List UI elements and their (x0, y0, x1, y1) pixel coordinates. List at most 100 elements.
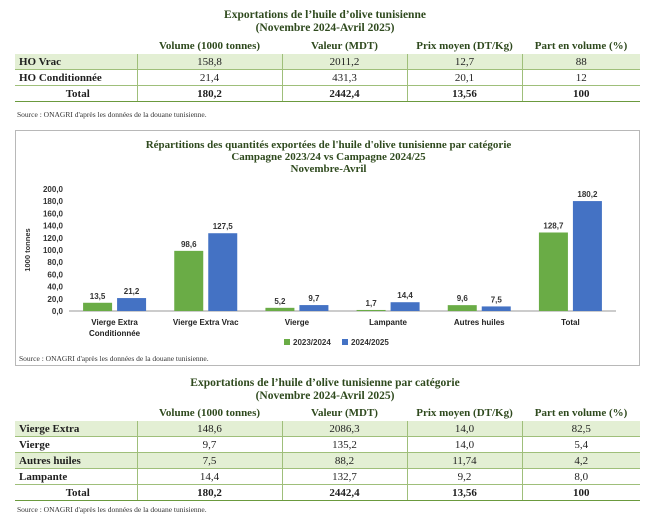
data-label: 98,6 (181, 240, 197, 249)
table-header-row: Volume (1000 tonnes) Valeur (MDT) Prix moy… (15, 405, 640, 421)
row-label: HO Conditionnée (15, 69, 138, 86)
y-tick-label: 40,0 (47, 283, 63, 292)
legend-label: 2023/2024 (293, 338, 331, 347)
x-tick-label: Lampante (369, 318, 407, 327)
total-cell: 100 (522, 484, 640, 501)
total-row: Total 180,2 2442,4 13,56 100 (15, 85, 640, 102)
y-tick-label: 200,0 (43, 185, 64, 194)
bar-2024/2025 (208, 233, 238, 311)
legend-swatch (342, 339, 348, 345)
total-cell: 180,2 (137, 85, 283, 102)
data-label: 13,5 (90, 292, 106, 301)
data-label: 9,7 (308, 294, 320, 303)
table-cell: 11,74 (407, 452, 523, 469)
y-axis-label: 1000 tonnes (23, 228, 32, 271)
table-row: HO Vrac 158,8 2011,2 12,7 88 (15, 54, 640, 70)
table-cell: 14,4 (137, 468, 283, 485)
table-cell: 14,0 (407, 421, 523, 437)
column-header (15, 38, 137, 54)
total-cell: 180,2 (137, 484, 283, 501)
x-tick-label: Vierge Extra (91, 318, 138, 327)
table-cell: 132,7 (282, 468, 408, 485)
y-tick-label: 20,0 (47, 295, 63, 304)
y-tick-label: 180,0 (43, 197, 64, 206)
bar-2024/2025 (572, 201, 602, 311)
x-tick-label: Vierge Extra Vrac (173, 318, 239, 327)
table-cell: 9,7 (137, 436, 283, 453)
total-cell: 13,56 (407, 484, 523, 501)
data-label: 9,6 (457, 294, 469, 303)
bar-2023/2024 (447, 305, 477, 311)
table-cell: 7,5 (137, 452, 283, 469)
column-header: Valeur (MDT) (311, 40, 378, 52)
table-cell: 21,4 (137, 69, 283, 86)
table-cell: 2086,3 (282, 421, 408, 437)
column-header (15, 405, 137, 421)
export-category-table: Volume (1000 tonnes) Valeur (MDT) Prix moy… (15, 405, 640, 501)
bar-2024/2025 (390, 302, 420, 311)
column-header: Volume (1000 tonnes) (158, 407, 261, 419)
total-cell: 2442,4 (282, 484, 408, 501)
y-tick-label: 140,0 (43, 222, 64, 231)
table-cell: 8,0 (522, 468, 640, 485)
table-cell: 82,5 (522, 421, 640, 437)
data-label: 14,4 (397, 291, 413, 300)
chart-source: Source : ONAGRI d'après les données de l… (19, 354, 209, 363)
table-cell: 148,6 (137, 421, 283, 437)
row-label: HO Vrac (15, 54, 138, 70)
y-tick-label: 120,0 (43, 234, 64, 243)
table-cell: 158,8 (137, 54, 283, 70)
bar-2023/2024 (538, 232, 568, 311)
x-tick-label: Autres huiles (454, 318, 505, 327)
table-row: Autres huiles 7,5 88,2 11,74 4,2 (15, 452, 640, 469)
table-cell: 88,2 (282, 452, 408, 469)
table-row: Vierge Extra 148,6 2086,3 14,0 82,5 (15, 421, 640, 437)
total-label: Total (15, 484, 138, 501)
data-label: 7,5 (491, 295, 503, 304)
data-label: 21,2 (124, 287, 140, 296)
row-label: Vierge Extra (15, 421, 138, 437)
table-cell: 12 (522, 69, 640, 86)
y-tick-label: 160,0 (43, 209, 64, 218)
y-tick-label: 60,0 (47, 270, 63, 279)
table1-subtitle: (Novembre 2024-Avril 2025) (255, 22, 395, 34)
table2-source: Source : ONAGRI d'après les données de l… (17, 505, 207, 514)
table-cell: 9,2 (407, 468, 523, 485)
y-tick-label: 80,0 (47, 258, 63, 267)
total-label: Total (15, 85, 138, 102)
x-tick-label: Conditionnée (89, 329, 141, 338)
table-cell: 4,2 (522, 452, 640, 469)
bar-2023/2024 (83, 302, 113, 311)
bar-2023/2024 (174, 250, 204, 311)
table1-title: Exportations de l’huile d’olive tunisien… (224, 9, 426, 21)
row-label: Lampante (15, 468, 138, 485)
x-tick-label: Vierge (285, 318, 310, 327)
total-cell: 100 (522, 85, 640, 102)
chart-title: Répartitions des quantités exportées de … (145, 139, 512, 151)
data-label: 5,2 (274, 297, 286, 306)
table-cell: 20,1 (407, 69, 523, 86)
bar-chart: 1000 tonnes 0,0 20,0 40,0 60,0 80,0 100,0 120,0… (23, 185, 616, 347)
table-row: Lampante 14,4 132,7 9,2 8,0 (15, 468, 640, 485)
total-cell: 2442,4 (282, 85, 408, 102)
column-header: Volume (1000 tonnes) (158, 40, 261, 52)
total-row: Total 180,2 2442,4 13,56 100 (15, 484, 640, 501)
bar-2023/2024 (356, 309, 386, 311)
data-label: 128,7 (543, 221, 564, 230)
bar-2024/2025 (481, 306, 511, 311)
legend-swatch (284, 339, 290, 345)
total-cell: 13,56 (407, 85, 523, 102)
y-tick-label: 0,0 (52, 307, 64, 316)
table-row: HO Conditionnée 21,4 431,3 20,1 12 (15, 69, 640, 86)
row-label: Autres huiles (15, 452, 138, 469)
table-cell: 135,2 (282, 436, 408, 453)
table-cell: 14,0 (407, 436, 523, 453)
column-header: Valeur (MDT) (311, 407, 378, 419)
chart-period: Novembre-Avril (290, 163, 367, 175)
table-cell: 2011,2 (282, 54, 408, 70)
table1-source: Source : ONAGRI d'après les données de l… (17, 110, 207, 119)
chart-panel: Répartitions des quantités exportées de … (15, 130, 640, 366)
column-header: Prix moyen (DT/Kg) (416, 40, 513, 52)
row-label: Vierge (15, 436, 138, 453)
y-tick-label: 100,0 (43, 246, 64, 255)
